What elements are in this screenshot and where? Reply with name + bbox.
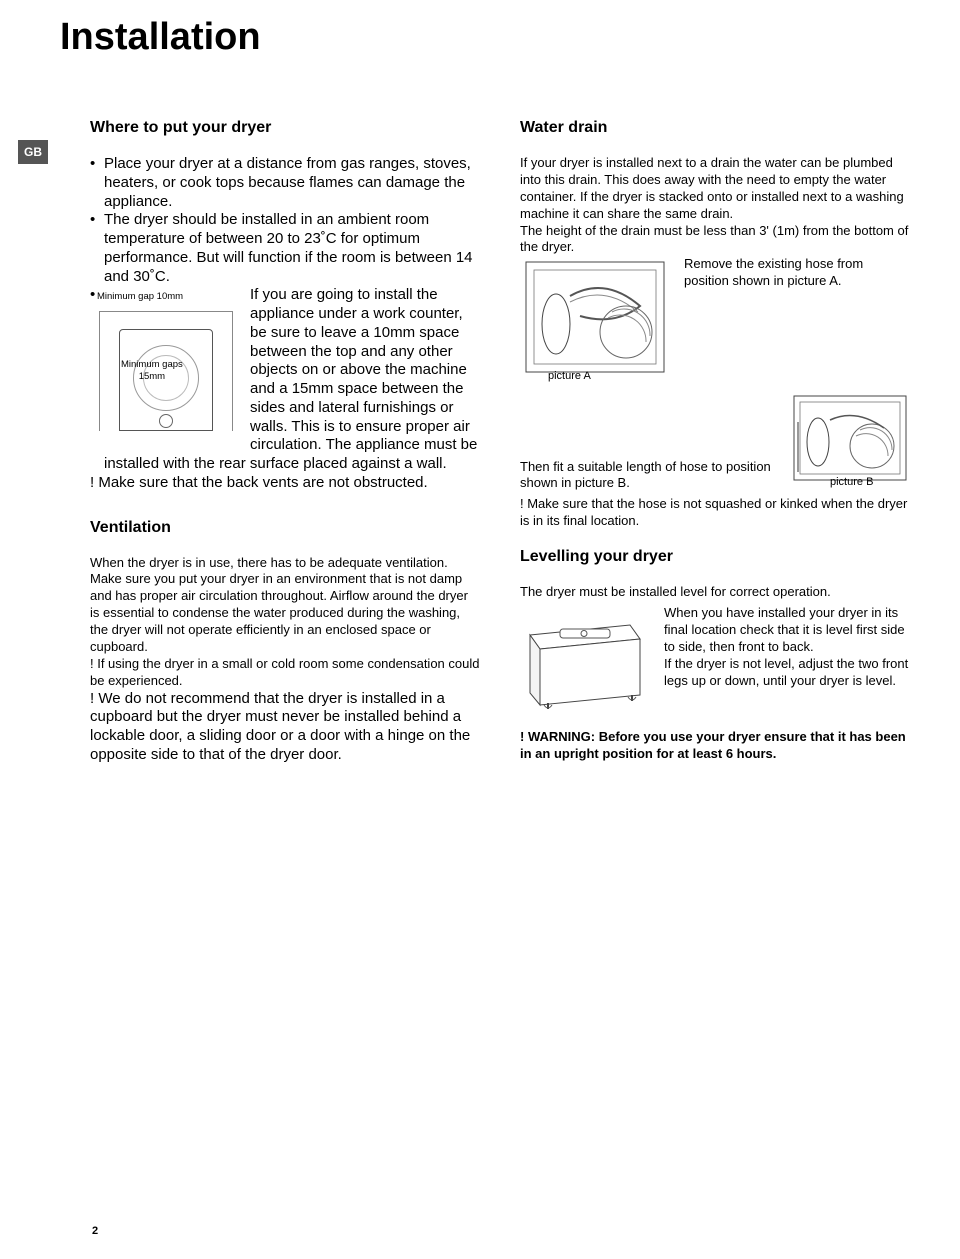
warning-upright: ! WARNING: Before you use your dryer ens… <box>520 729 910 763</box>
levelling-side-text: When you have installed your dryer in it… <box>664 605 910 689</box>
level-illustration <box>520 605 650 715</box>
warning-back-vents: ! Make sure that the back vents are not … <box>90 474 480 493</box>
warning-hose-kink: ! Make sure that the hose is not squashe… <box>520 496 910 530</box>
bullet-text: Place your dryer at a distance from gas … <box>104 155 471 210</box>
level-text-2: If the dryer is not level, adjust the tw… <box>664 656 908 688</box>
ventilation-para: When the dryer is in use, there has to b… <box>90 555 480 656</box>
diagram-mid-label: Minimum gaps 15mm <box>121 359 183 383</box>
warning-cupboard: ! We do not recommend that the dryer is … <box>90 690 480 765</box>
heading-levelling: Levelling your dryer <box>520 548 910 566</box>
right-column: Water drain If your dryer is installed n… <box>520 119 910 765</box>
drain-a-illustration <box>520 256 670 386</box>
figure-a-text: Remove the existing hose from position s… <box>684 256 910 290</box>
bullet-text: The dryer should be installed in an ambi… <box>104 211 473 284</box>
drain-figure-b-row: Then fit a suitable length of hose to po… <box>520 392 910 492</box>
two-column-layout: Where to put your dryer Place your dryer… <box>90 119 910 765</box>
figure-a-caption: picture A <box>548 370 591 382</box>
heading-ventilation: Ventilation <box>90 519 480 537</box>
page-title: Installation <box>60 16 910 59</box>
level-text-1: When you have installed your dryer in it… <box>664 605 905 654</box>
diagram-label-line2: 15mm <box>139 371 165 382</box>
counter-install-block: Minimum gap 10mm Minimum gaps 15mm If yo… <box>90 286 480 474</box>
warning-small-room: ! If using the dryer in a small or cold … <box>90 656 480 690</box>
drain-figure-a-row: picture A Remove the existing hose from … <box>520 256 910 386</box>
figure-b-text: Then fit a suitable length of hose to po… <box>520 459 778 493</box>
diagram-label-line1: Minimum gaps <box>121 359 183 370</box>
drain-height-note: The height of the drain must be less tha… <box>520 223 910 257</box>
drain-figure-a: picture A <box>520 256 670 386</box>
drain-para: If your dryer is installed next to a dra… <box>520 155 910 223</box>
bullet-item: Place your dryer at a distance from gas … <box>90 155 480 211</box>
language-badge: GB <box>18 140 48 164</box>
page-number: 2 <box>92 1225 98 1237</box>
left-column: Where to put your dryer Place your dryer… <box>90 119 480 765</box>
placement-bullets: Place your dryer at a distance from gas … <box>90 155 480 286</box>
levelling-figure-row: When you have installed your dryer in it… <box>520 605 910 715</box>
bullet-item: The dryer should be installed in an ambi… <box>90 211 480 286</box>
drain-figure-b: picture B <box>790 392 910 492</box>
heading-where-to-put: Where to put your dryer <box>90 119 480 137</box>
levelling-figure <box>520 605 650 715</box>
levelling-intro: The dryer must be installed level for co… <box>520 584 910 601</box>
figure-b-caption: picture B <box>830 476 873 488</box>
heading-water-drain: Water drain <box>520 119 910 137</box>
